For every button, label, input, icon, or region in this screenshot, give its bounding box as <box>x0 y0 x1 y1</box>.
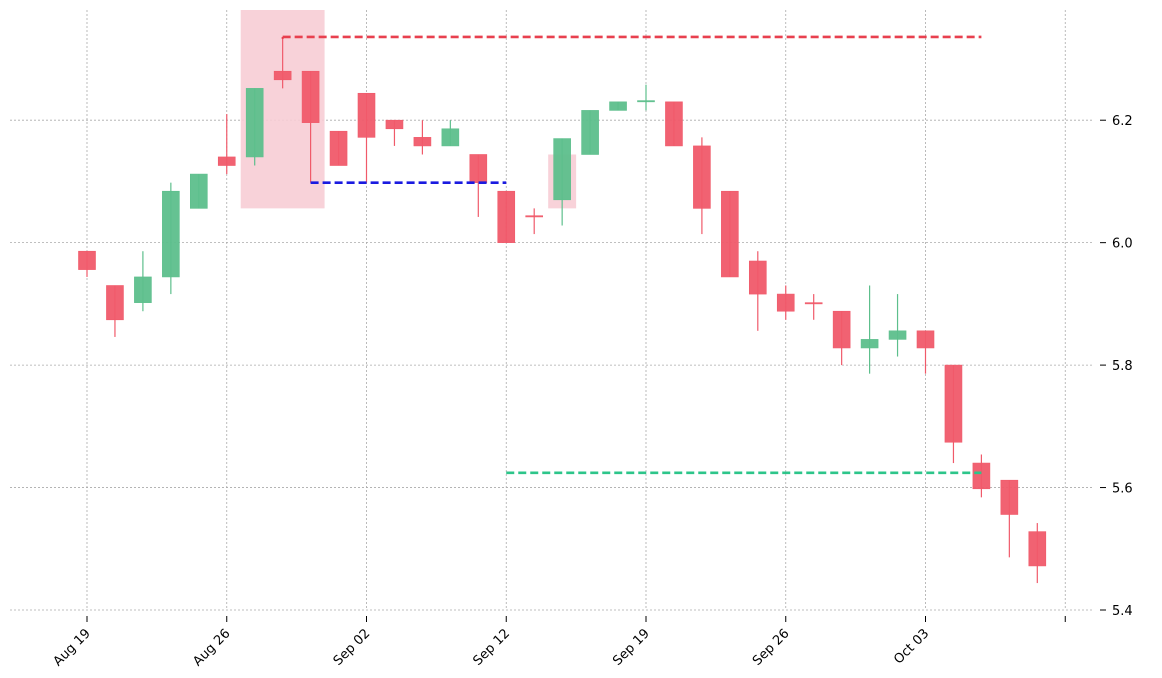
axes: 5.4 5.6 5.8 6.0 6.2 Aug 19 Aug 26 Sep 02 Sep 12 S… <box>51 114 1133 669</box>
candle-body <box>832 310 851 349</box>
candle-body <box>469 154 488 183</box>
x-tick-label: Sep 02 <box>331 626 374 669</box>
candles <box>78 36 1047 584</box>
candle-body <box>804 302 823 305</box>
candle-body <box>357 92 376 138</box>
candle-body <box>637 100 655 103</box>
candle <box>413 120 432 155</box>
x-tick-label: Aug 19 <box>51 626 94 669</box>
candle-body <box>916 330 935 349</box>
candle <box>134 251 152 312</box>
candle <box>804 294 823 320</box>
candle <box>944 364 963 464</box>
candle-body <box>972 462 991 490</box>
candle-body <box>497 190 516 243</box>
candle <box>217 114 236 175</box>
candle <box>832 310 851 366</box>
candle <box>860 285 879 374</box>
x-tick-label: Sep 12 <box>471 626 514 669</box>
candle <box>553 138 571 226</box>
x-tick-label: Oct 03 <box>891 626 932 667</box>
candle-body <box>525 215 544 218</box>
candle-body <box>385 119 404 130</box>
candle-body <box>217 156 236 166</box>
candle <box>162 182 180 295</box>
level-lines <box>281 35 982 475</box>
candle <box>776 285 795 320</box>
candle-body <box>1000 479 1019 515</box>
highlight-zones <box>240 10 577 209</box>
y-tick-label: 6.2 <box>1112 114 1133 129</box>
candle-body <box>581 110 599 155</box>
candle <box>441 120 460 147</box>
candle-body <box>888 330 907 340</box>
candle <box>721 190 739 278</box>
candle <box>1000 479 1019 558</box>
candle-body <box>329 130 348 166</box>
candle <box>273 36 292 89</box>
x-tick-label: Aug 26 <box>190 626 233 669</box>
x-tick-label: Sep 26 <box>750 626 793 669</box>
candle-body <box>301 70 320 123</box>
candle-body <box>134 276 152 303</box>
candle-body <box>1028 531 1047 567</box>
grid <box>10 10 1092 611</box>
candle-body <box>665 101 683 147</box>
candle <box>525 208 544 235</box>
y-tick-label: 5.4 <box>1112 604 1133 619</box>
candle <box>748 251 767 331</box>
candle-body <box>721 190 739 278</box>
candle <box>916 330 935 374</box>
y-tick-label: 5.6 <box>1112 482 1133 497</box>
y-tick-label: 6.0 <box>1112 237 1133 252</box>
candle-body <box>441 128 460 147</box>
candle-body <box>553 138 571 201</box>
candle <box>497 190 516 243</box>
y-tick-label: 5.8 <box>1112 359 1133 374</box>
candle <box>357 92 376 183</box>
candle <box>637 84 655 111</box>
candle-body <box>944 364 963 443</box>
candle-body <box>78 250 96 270</box>
candle <box>609 101 627 111</box>
candle <box>581 110 599 155</box>
candle <box>301 70 320 183</box>
candle <box>245 88 264 166</box>
candle <box>693 137 711 235</box>
candle-body <box>413 137 432 147</box>
candle-body <box>106 285 124 321</box>
candle <box>190 173 208 209</box>
candle <box>972 454 991 498</box>
candle-body <box>776 293 795 312</box>
candle <box>329 130 348 166</box>
candle <box>1028 523 1047 584</box>
candle-body <box>748 260 767 295</box>
x-tick-label: Sep 19 <box>610 626 653 669</box>
candle <box>385 119 404 146</box>
candle-body <box>162 190 180 278</box>
candle <box>106 285 124 337</box>
candle <box>78 250 96 277</box>
candle <box>665 101 683 147</box>
candle-body <box>860 339 879 349</box>
candle-body <box>273 70 292 81</box>
candle-body <box>609 101 627 111</box>
candle-body <box>693 145 711 209</box>
candle-body <box>190 173 208 209</box>
candle <box>469 154 488 217</box>
candle-body <box>245 88 264 158</box>
candle <box>888 294 907 357</box>
